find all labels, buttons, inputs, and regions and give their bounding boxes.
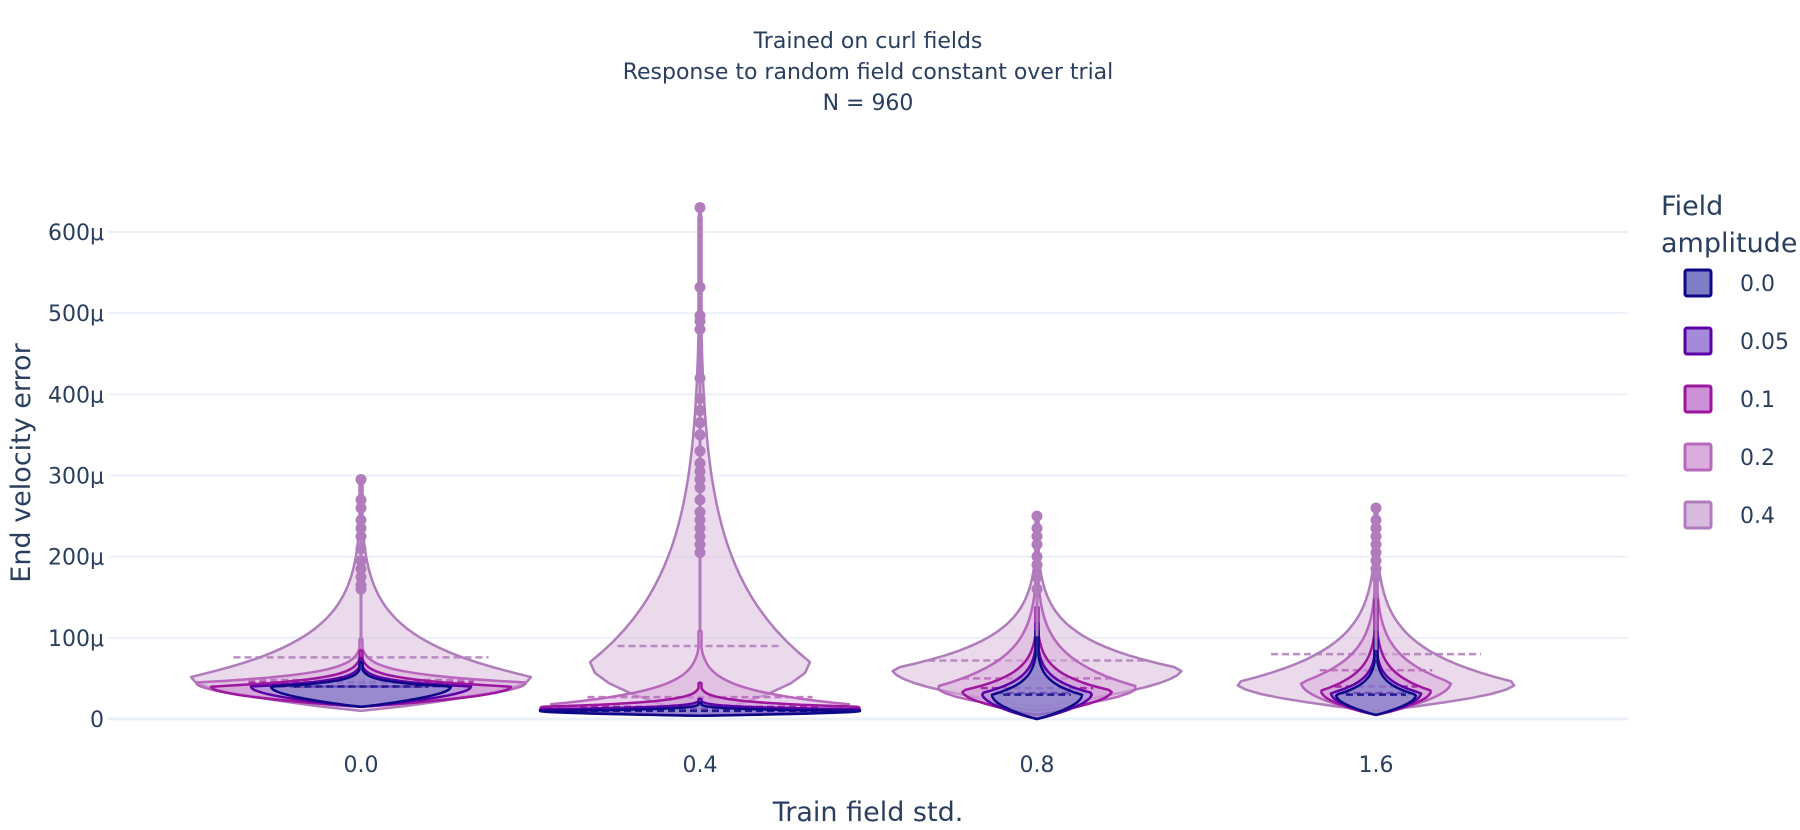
outlier-point <box>694 506 706 518</box>
legend: Field amplitude 0.0 0.05 0.1 0.2 0.4 <box>1661 191 1797 530</box>
outlier-point <box>694 323 706 335</box>
outlier-point <box>1370 502 1382 514</box>
legend-label: 0.05 <box>1740 330 1789 355</box>
outlier-point <box>1031 583 1043 595</box>
outlier-point <box>694 547 706 559</box>
x-axis-ticks: 0.0 0.4 0.8 1.6 <box>344 753 1394 778</box>
outlier-point <box>1031 530 1043 542</box>
outlier-point <box>694 465 706 477</box>
legend-item-0.05[interactable]: 0.05 <box>1683 326 1789 356</box>
legend-swatch <box>1683 384 1713 414</box>
violin-0.0-0.0 <box>269 660 453 709</box>
outlier-point <box>1370 571 1382 583</box>
violin-0.0-0.4 <box>538 701 862 718</box>
outlier-point <box>1031 538 1043 550</box>
legend-title-line-1: Field <box>1661 191 1723 222</box>
y-tick-label: 100μ <box>48 627 104 652</box>
outlier-point <box>1031 522 1043 534</box>
y-axis-ticks: 0 100μ 200μ 300μ 400μ 500μ 600μ <box>48 221 104 733</box>
outlier-point <box>694 281 706 293</box>
outlier-point <box>355 579 367 591</box>
outlier-point <box>694 445 706 457</box>
y-axis-title: End velocity error <box>6 342 37 582</box>
y-tick-label: 600μ <box>48 221 104 246</box>
title-line-3: N = 960 <box>823 91 914 116</box>
outlier-point <box>694 538 706 550</box>
outlier-point <box>694 530 706 542</box>
legend-item-0.0[interactable]: 0.0 <box>1683 268 1775 298</box>
outlier-point <box>355 522 367 534</box>
outliers-0.4 <box>355 202 1382 651</box>
x-tick-label: 1.6 <box>1359 753 1394 778</box>
outlier-point <box>1031 559 1043 571</box>
outlier-point <box>1370 522 1382 534</box>
y-tick-label: 0 <box>90 708 104 733</box>
outlier-point <box>694 522 706 534</box>
outlier-point <box>355 502 367 514</box>
outlier-point <box>355 514 367 526</box>
outlier-point <box>694 474 706 486</box>
legend-label: 0.1 <box>1740 388 1775 413</box>
legend-title-line-2: amplitude <box>1661 228 1797 259</box>
outlier-point <box>694 405 706 417</box>
outlier-point <box>694 417 706 429</box>
legend-label: 0.4 <box>1740 504 1775 529</box>
plot-area <box>189 202 1516 721</box>
y-tick-label: 300μ <box>48 465 104 490</box>
legend-item-0.4[interactable]: 0.4 <box>1683 500 1775 530</box>
outlier-point <box>355 530 367 542</box>
outlier-point <box>1370 538 1382 550</box>
outlier-point <box>355 543 367 555</box>
outlier-point <box>1370 547 1382 559</box>
outlier-point <box>694 514 706 526</box>
legend-swatch <box>1683 326 1713 356</box>
legend-label: 0.2 <box>1740 446 1775 471</box>
outlier-point <box>1031 510 1043 522</box>
outlier-point <box>1031 551 1043 563</box>
outlier-point <box>1370 514 1382 526</box>
outlier-point <box>694 310 706 322</box>
chart-title: Trained on curl fields Response to rando… <box>623 29 1114 116</box>
legend-swatch <box>1683 268 1713 298</box>
legend-label: 0.0 <box>1740 272 1775 297</box>
legend-swatch <box>1683 500 1713 530</box>
outlier-point <box>355 474 367 486</box>
outlier-point <box>1370 555 1382 567</box>
legend-item-0.1[interactable]: 0.1 <box>1683 384 1775 414</box>
outlier-point <box>355 555 367 567</box>
outlier-point <box>694 494 706 506</box>
x-tick-label: 0.0 <box>344 753 379 778</box>
y-tick-label: 500μ <box>48 302 104 327</box>
outlier-point <box>694 202 706 214</box>
outlier-point <box>355 571 367 583</box>
outlier-point <box>694 372 706 384</box>
x-tick-label: 0.4 <box>683 753 718 778</box>
outlier-point <box>694 392 706 404</box>
title-line-1: Trained on curl fields <box>753 29 983 54</box>
outlier-point <box>355 563 367 575</box>
legend-items: 0.0 0.05 0.1 0.2 0.4 <box>1683 268 1789 530</box>
title-line-2: Response to random field constant over t… <box>623 60 1114 85</box>
outlier-point <box>355 494 367 506</box>
outlier-point <box>1370 530 1382 542</box>
y-tick-label: 400μ <box>48 383 104 408</box>
x-axis-title: Train field std. <box>772 797 964 828</box>
outlier-point <box>694 482 706 494</box>
outlier-point <box>694 457 706 469</box>
series-0.0 <box>269 628 1418 721</box>
outlier-point <box>1370 563 1382 575</box>
outlier-point <box>1031 571 1043 583</box>
y-tick-label: 200μ <box>48 546 104 571</box>
outlier-point <box>694 429 706 441</box>
legend-item-0.2[interactable]: 0.2 <box>1683 442 1775 472</box>
x-tick-label: 0.8 <box>1020 753 1055 778</box>
legend-swatch <box>1683 442 1713 472</box>
